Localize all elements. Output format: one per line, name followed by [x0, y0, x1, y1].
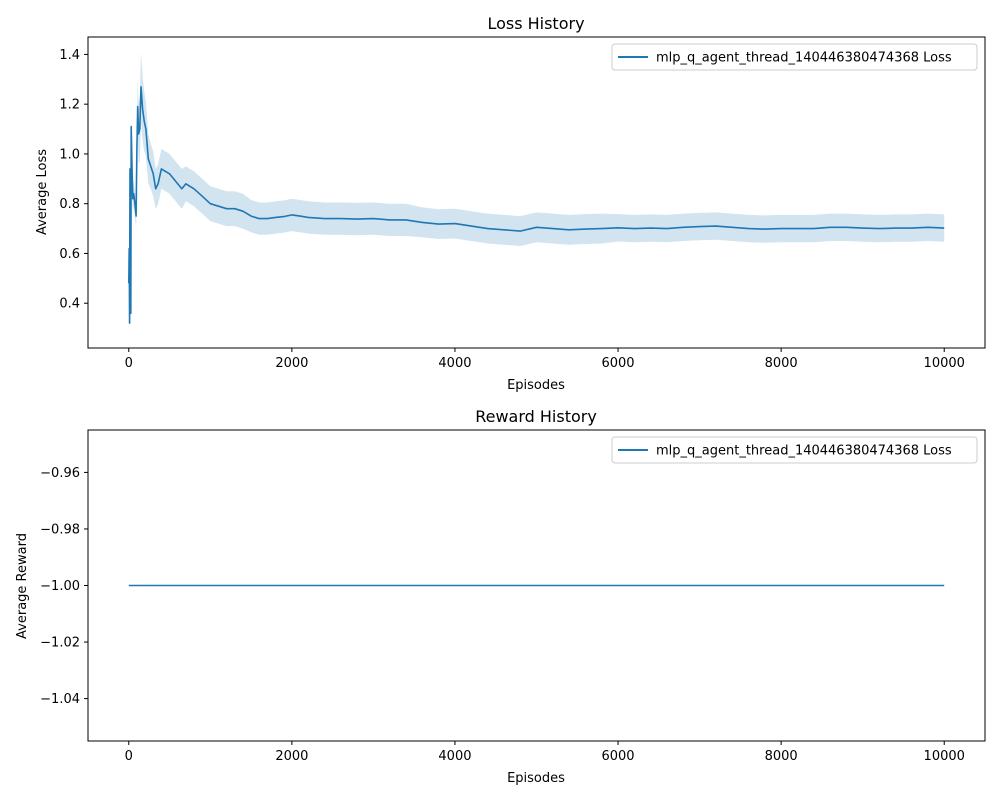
loss-chart-title: Loss History	[487, 14, 584, 33]
reward-ytick-label: −0.98	[40, 522, 80, 537]
reward-xtick-label: 6000	[601, 749, 634, 764]
reward-ytick-label: −0.96	[40, 466, 80, 481]
reward-x-axis-label: Episodes	[507, 771, 565, 786]
reward-xtick-label: 10000	[924, 749, 965, 764]
loss-series-line	[128, 86, 945, 324]
reward-legend-box	[611, 436, 978, 464]
reward-xtick-label: 0	[125, 749, 133, 764]
loss-legend-box	[611, 43, 978, 71]
loss-y-axis-label: Average Loss	[35, 149, 50, 235]
loss-history-panel: Loss History 0 2000 4000 6000 8000 10000 0.4 0…	[35, 14, 986, 393]
loss-ytick-label: 0.6	[59, 247, 80, 262]
loss-legend-label: mlp_q_agent_thread_140446380474368 Loss	[656, 51, 952, 66]
reward-xtick-label: 2000	[275, 749, 308, 764]
loss-ytick-label: 1.4	[59, 48, 80, 63]
reward-history-panel: Reward History 0 2000 4000 6000 8000 10000 −0…	[15, 407, 986, 786]
loss-confidence-band	[128, 51, 945, 324]
loss-xtick-label: 0	[125, 356, 133, 371]
reward-ytick-label: −1.04	[40, 692, 80, 707]
loss-ytick-label: 1.0	[59, 147, 80, 162]
loss-xtick-label: 6000	[601, 356, 634, 371]
loss-xtick-label: 8000	[765, 356, 798, 371]
loss-legend: mlp_q_agent_thread_140446380474368 Loss	[611, 43, 978, 71]
loss-plot-frame	[87, 36, 986, 349]
reward-y-axis-label: Average Reward	[15, 533, 30, 639]
reward-chart-title: Reward History	[475, 407, 597, 426]
loss-ytick-label: 0.4	[59, 297, 80, 312]
loss-x-axis-label: Episodes	[507, 378, 565, 393]
reward-legend: mlp_q_agent_thread_140446380474368 Loss	[611, 436, 978, 464]
reward-ytick-label: −1.00	[40, 579, 80, 594]
loss-xtick-label: 2000	[275, 356, 308, 371]
loss-xtick-label: 10000	[924, 356, 965, 371]
reward-legend-label: mlp_q_agent_thread_140446380474368 Loss	[656, 444, 952, 459]
reward-ytick-label: −1.02	[40, 636, 80, 651]
loss-xtick-label: 4000	[438, 356, 471, 371]
reward-xtick-label: 4000	[438, 749, 471, 764]
reward-xtick-label: 8000	[765, 749, 798, 764]
loss-ytick-label: 0.8	[59, 197, 80, 212]
loss-ytick-label: 1.2	[59, 98, 80, 113]
